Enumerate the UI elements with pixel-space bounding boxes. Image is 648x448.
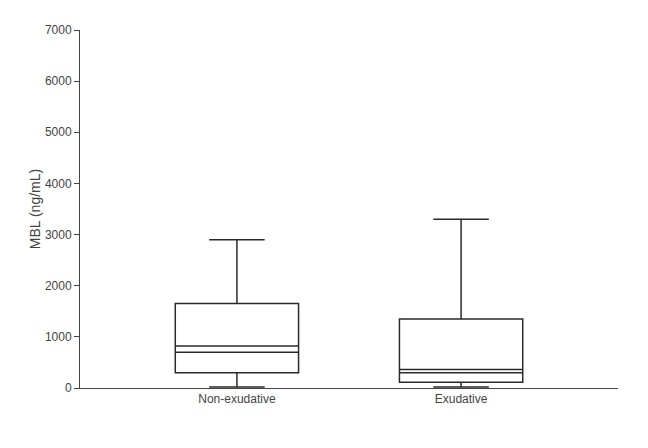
svg-text:Exudative: Exudative bbox=[435, 392, 488, 406]
svg-text:3000: 3000 bbox=[45, 228, 72, 242]
svg-text:1000: 1000 bbox=[45, 330, 72, 344]
svg-text:MBL (ng/mL): MBL (ng/mL) bbox=[27, 169, 43, 249]
svg-text:Non-exudative: Non-exudative bbox=[198, 392, 276, 406]
svg-text:5000: 5000 bbox=[45, 125, 72, 139]
svg-text:7000: 7000 bbox=[45, 23, 72, 37]
svg-text:2000: 2000 bbox=[45, 279, 72, 293]
svg-text:4000: 4000 bbox=[45, 177, 72, 191]
svg-text:0: 0 bbox=[65, 381, 72, 395]
svg-text:6000: 6000 bbox=[45, 74, 72, 88]
